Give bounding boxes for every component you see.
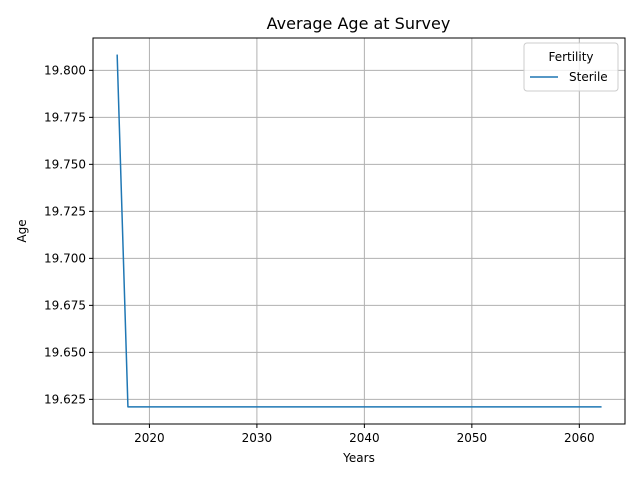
x-tick-label: 2030 [242,431,273,445]
axis-ticks: 2020 2030 2040 2050 2060 19.625 19.650 19.675 19… [44,63,595,445]
grid-lines [93,38,625,424]
x-tick-label: 2020 [134,431,165,445]
y-tick-label: 19.800 [44,63,86,77]
x-axis-label: Years [342,451,375,465]
legend: Fertility Sterile [523,42,619,92]
y-tick-label: 19.675 [44,298,86,312]
x-tick-label: 2060 [564,431,595,445]
legend-box [523,42,619,92]
y-tick-label: 19.725 [44,204,86,218]
y-tick-label: 19.650 [44,345,86,359]
y-tick-label: 19.775 [44,110,86,124]
chart-title: Average Age at Survey [267,14,451,33]
x-tick-label: 2040 [349,431,380,445]
y-axis-label: Age [15,219,29,242]
series-line-sterile [116,54,602,408]
y-tick-label: 19.625 [44,392,86,406]
plot-frame [92,37,626,425]
data-lines [116,54,602,408]
x-tick-label: 2050 [457,431,488,445]
legend-label-sterile: Sterile [569,70,608,84]
legend-title: Fertility [548,50,593,64]
y-tick-label: 19.700 [44,251,86,265]
y-tick-label: 19.750 [44,157,86,171]
